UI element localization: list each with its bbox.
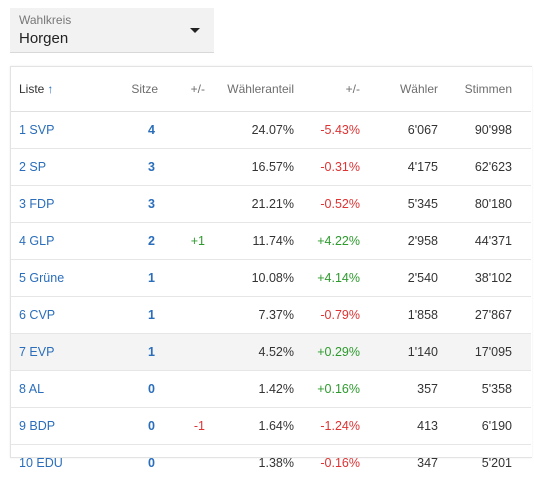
sitze-change-value [158,149,206,186]
stimmen-value: 44'371 [439,223,513,260]
waehleranteil-value: 11.74% [206,223,295,260]
sitze-value: 3 [95,149,158,186]
sitze-value: 1 [95,297,158,334]
column-header-waehleranteil[interactable]: Wähleranteil [206,67,295,112]
waehleranteil-value: 10.08% [206,260,295,297]
waehleranteil-value: 21.21% [206,186,295,223]
caret-down-icon [190,28,200,33]
table-header-row: Liste↑ Sitze +/- Wähleranteil +/- Wähler… [11,67,531,112]
wahlkreis-label: Wahlkreis [19,13,71,27]
results-table: Liste↑ Sitze +/- Wähleranteil +/- Wähler… [11,67,531,481]
anteil-change-value: -0.31% [295,149,361,186]
waehleranteil-value: 4.52% [206,334,295,371]
anteil-change-value: +4.22% [295,223,361,260]
anteil-change-value: -0.52% [295,186,361,223]
stimmen-value: 80'180 [439,186,513,223]
liste-link[interactable]: 10 EDU [11,445,95,481]
sitze-value: 0 [95,408,158,445]
waehleranteil-value: 16.57% [206,149,295,186]
liste-link[interactable]: 5 Grüne [11,260,95,297]
stimmen-value: 38'102 [439,260,513,297]
liste-link[interactable]: 8 AL [11,371,95,408]
sitze-change-value: +1 [158,223,206,260]
waehler-value: 1'140 [361,334,439,371]
sitze-change-value: -1 [158,408,206,445]
waehleranteil-value: 1.64% [206,408,295,445]
anteil-change-value: -1.24% [295,408,361,445]
stimmen-value: 5'358 [439,371,513,408]
stimmen-value: 27'867 [439,297,513,334]
sitze-value: 1 [95,260,158,297]
sitze-value: 1 [95,334,158,371]
anteil-change-value: +0.29% [295,334,361,371]
waehler-value: 6'067 [361,112,439,149]
waehler-value: 5'345 [361,186,439,223]
sitze-change-value [158,445,206,481]
liste-link[interactable]: 2 SP [11,149,95,186]
stimmen-value: 90'998 [439,112,513,149]
anteil-change-value: +0.16% [295,371,361,408]
sitze-change-value [158,297,206,334]
sitze-change-value [158,260,206,297]
column-header-sitze-change[interactable]: +/- [158,67,206,112]
sitze-value: 3 [95,186,158,223]
wahlkreis-value: Horgen [19,30,68,47]
waehler-value: 2'540 [361,260,439,297]
waehler-value: 357 [361,371,439,408]
anteil-change-value: -0.16% [295,445,361,481]
liste-link[interactable]: 7 EVP [11,334,95,371]
waehler-value: 413 [361,408,439,445]
waehleranteil-value: 24.07% [206,112,295,149]
waehler-value: 2'958 [361,223,439,260]
anteil-change-value: -5.43% [295,112,361,149]
column-header-anteil-change[interactable]: +/- [295,67,361,112]
liste-header-label: Liste [19,82,44,96]
liste-link[interactable]: 3 FDP [11,186,95,223]
anteil-change-value: +4.14% [295,260,361,297]
waehleranteil-value: 1.42% [206,371,295,408]
liste-link[interactable]: 4 GLP [11,223,95,260]
liste-link[interactable]: 1 SVP [11,112,95,149]
sitze-value: 2 [95,223,158,260]
wahlkreis-select[interactable]: Wahlkreis Horgen [10,8,214,53]
waehleranteil-value: 1.38% [206,445,295,481]
waehler-value: 4'175 [361,149,439,186]
liste-link[interactable]: 9 BDP [11,408,95,445]
stimmen-value: 6'190 [439,408,513,445]
sitze-change-value [158,112,206,149]
sitze-change-value [158,186,206,223]
sitze-value: 0 [95,371,158,408]
sitze-value: 4 [95,112,158,149]
sort-ascending-icon: ↑ [47,82,53,96]
liste-link[interactable]: 6 CVP [11,297,95,334]
sitze-value: 0 [95,445,158,481]
stimmen-value: 17'095 [439,334,513,371]
column-header-waehler[interactable]: Wähler [361,67,439,112]
results-card: Liste↑ Sitze +/- Wähleranteil +/- Wähler… [10,66,532,458]
stimmen-value: 62'623 [439,149,513,186]
waehler-value: 1'858 [361,297,439,334]
sitze-change-value [158,371,206,408]
sitze-change-value [158,334,206,371]
anteil-change-value: -0.79% [295,297,361,334]
stimmen-value: 5'201 [439,445,513,481]
column-header-stimmen[interactable]: Stimmen [439,67,513,112]
column-header-sitze[interactable]: Sitze [95,67,158,112]
waehler-value: 347 [361,445,439,481]
column-header-liste[interactable]: Liste↑ [11,67,95,112]
waehleranteil-value: 7.37% [206,297,295,334]
